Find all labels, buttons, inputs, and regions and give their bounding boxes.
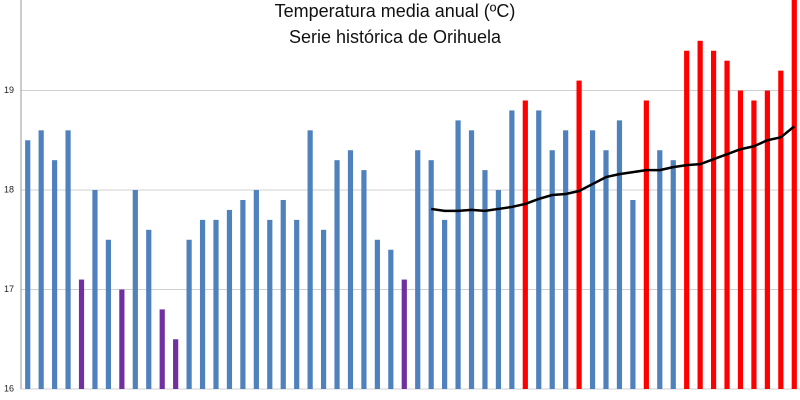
bar: [294, 219, 300, 389]
bar: [643, 100, 649, 390]
y-tick-label: 17: [4, 284, 14, 294]
bar: [280, 199, 286, 389]
bar: [52, 160, 58, 389]
bar: [455, 120, 461, 389]
bar: [495, 190, 502, 389]
bar: [320, 229, 327, 389]
bar: [630, 199, 636, 389]
bar: [670, 160, 676, 389]
bar: [374, 239, 380, 389]
bar: [199, 219, 206, 389]
bar: [105, 239, 112, 389]
bar: [159, 309, 165, 389]
y-tick-label: 19: [4, 85, 14, 95]
y-tick-label: 16: [4, 383, 14, 393]
bar: [415, 150, 421, 389]
bar: [428, 160, 434, 389]
bar: [186, 239, 192, 389]
bar: [65, 130, 71, 389]
bar: [173, 339, 179, 389]
bar: [482, 170, 488, 389]
bar: [240, 199, 246, 389]
bar: [778, 70, 784, 389]
bar: [536, 110, 542, 390]
bar: [576, 80, 582, 389]
bar: [509, 110, 515, 390]
bar: [267, 219, 273, 389]
bar: [468, 130, 475, 389]
bar: [25, 140, 31, 389]
bar: [361, 170, 367, 389]
y-tick-label: 18: [4, 184, 14, 194]
bar: [388, 249, 394, 389]
bar: [92, 190, 98, 389]
bar: [522, 100, 528, 390]
bar: [751, 100, 757, 390]
bar: [764, 90, 770, 390]
bar: [710, 50, 717, 389]
bar: [549, 150, 555, 389]
bar: [657, 150, 663, 389]
bar: [684, 50, 690, 389]
bar: [132, 190, 138, 389]
bar: [401, 279, 407, 389]
chart-title: Temperatura media anual (ºC): [275, 1, 516, 21]
bar: [603, 150, 609, 389]
bar: [616, 120, 623, 389]
bar: [253, 190, 259, 389]
bar: [791, 0, 797, 390]
bar: [724, 60, 730, 389]
bar: [307, 130, 313, 389]
bar: [146, 229, 152, 389]
bar: [226, 209, 233, 389]
plot: 16 17 18 19: [4, 0, 800, 393]
bar: [442, 219, 448, 389]
bar: [119, 289, 125, 389]
bar: [563, 130, 569, 389]
bar: [78, 279, 85, 389]
bar: [697, 40, 703, 389]
bar: [737, 90, 744, 390]
bar: [334, 160, 340, 389]
chart-subtitle: Serie histórica de Orihuela: [289, 27, 502, 47]
trend-line: [430, 125, 796, 213]
bar: [38, 130, 44, 389]
bar: [347, 150, 354, 389]
bar: [589, 130, 596, 389]
bar: [213, 219, 219, 389]
